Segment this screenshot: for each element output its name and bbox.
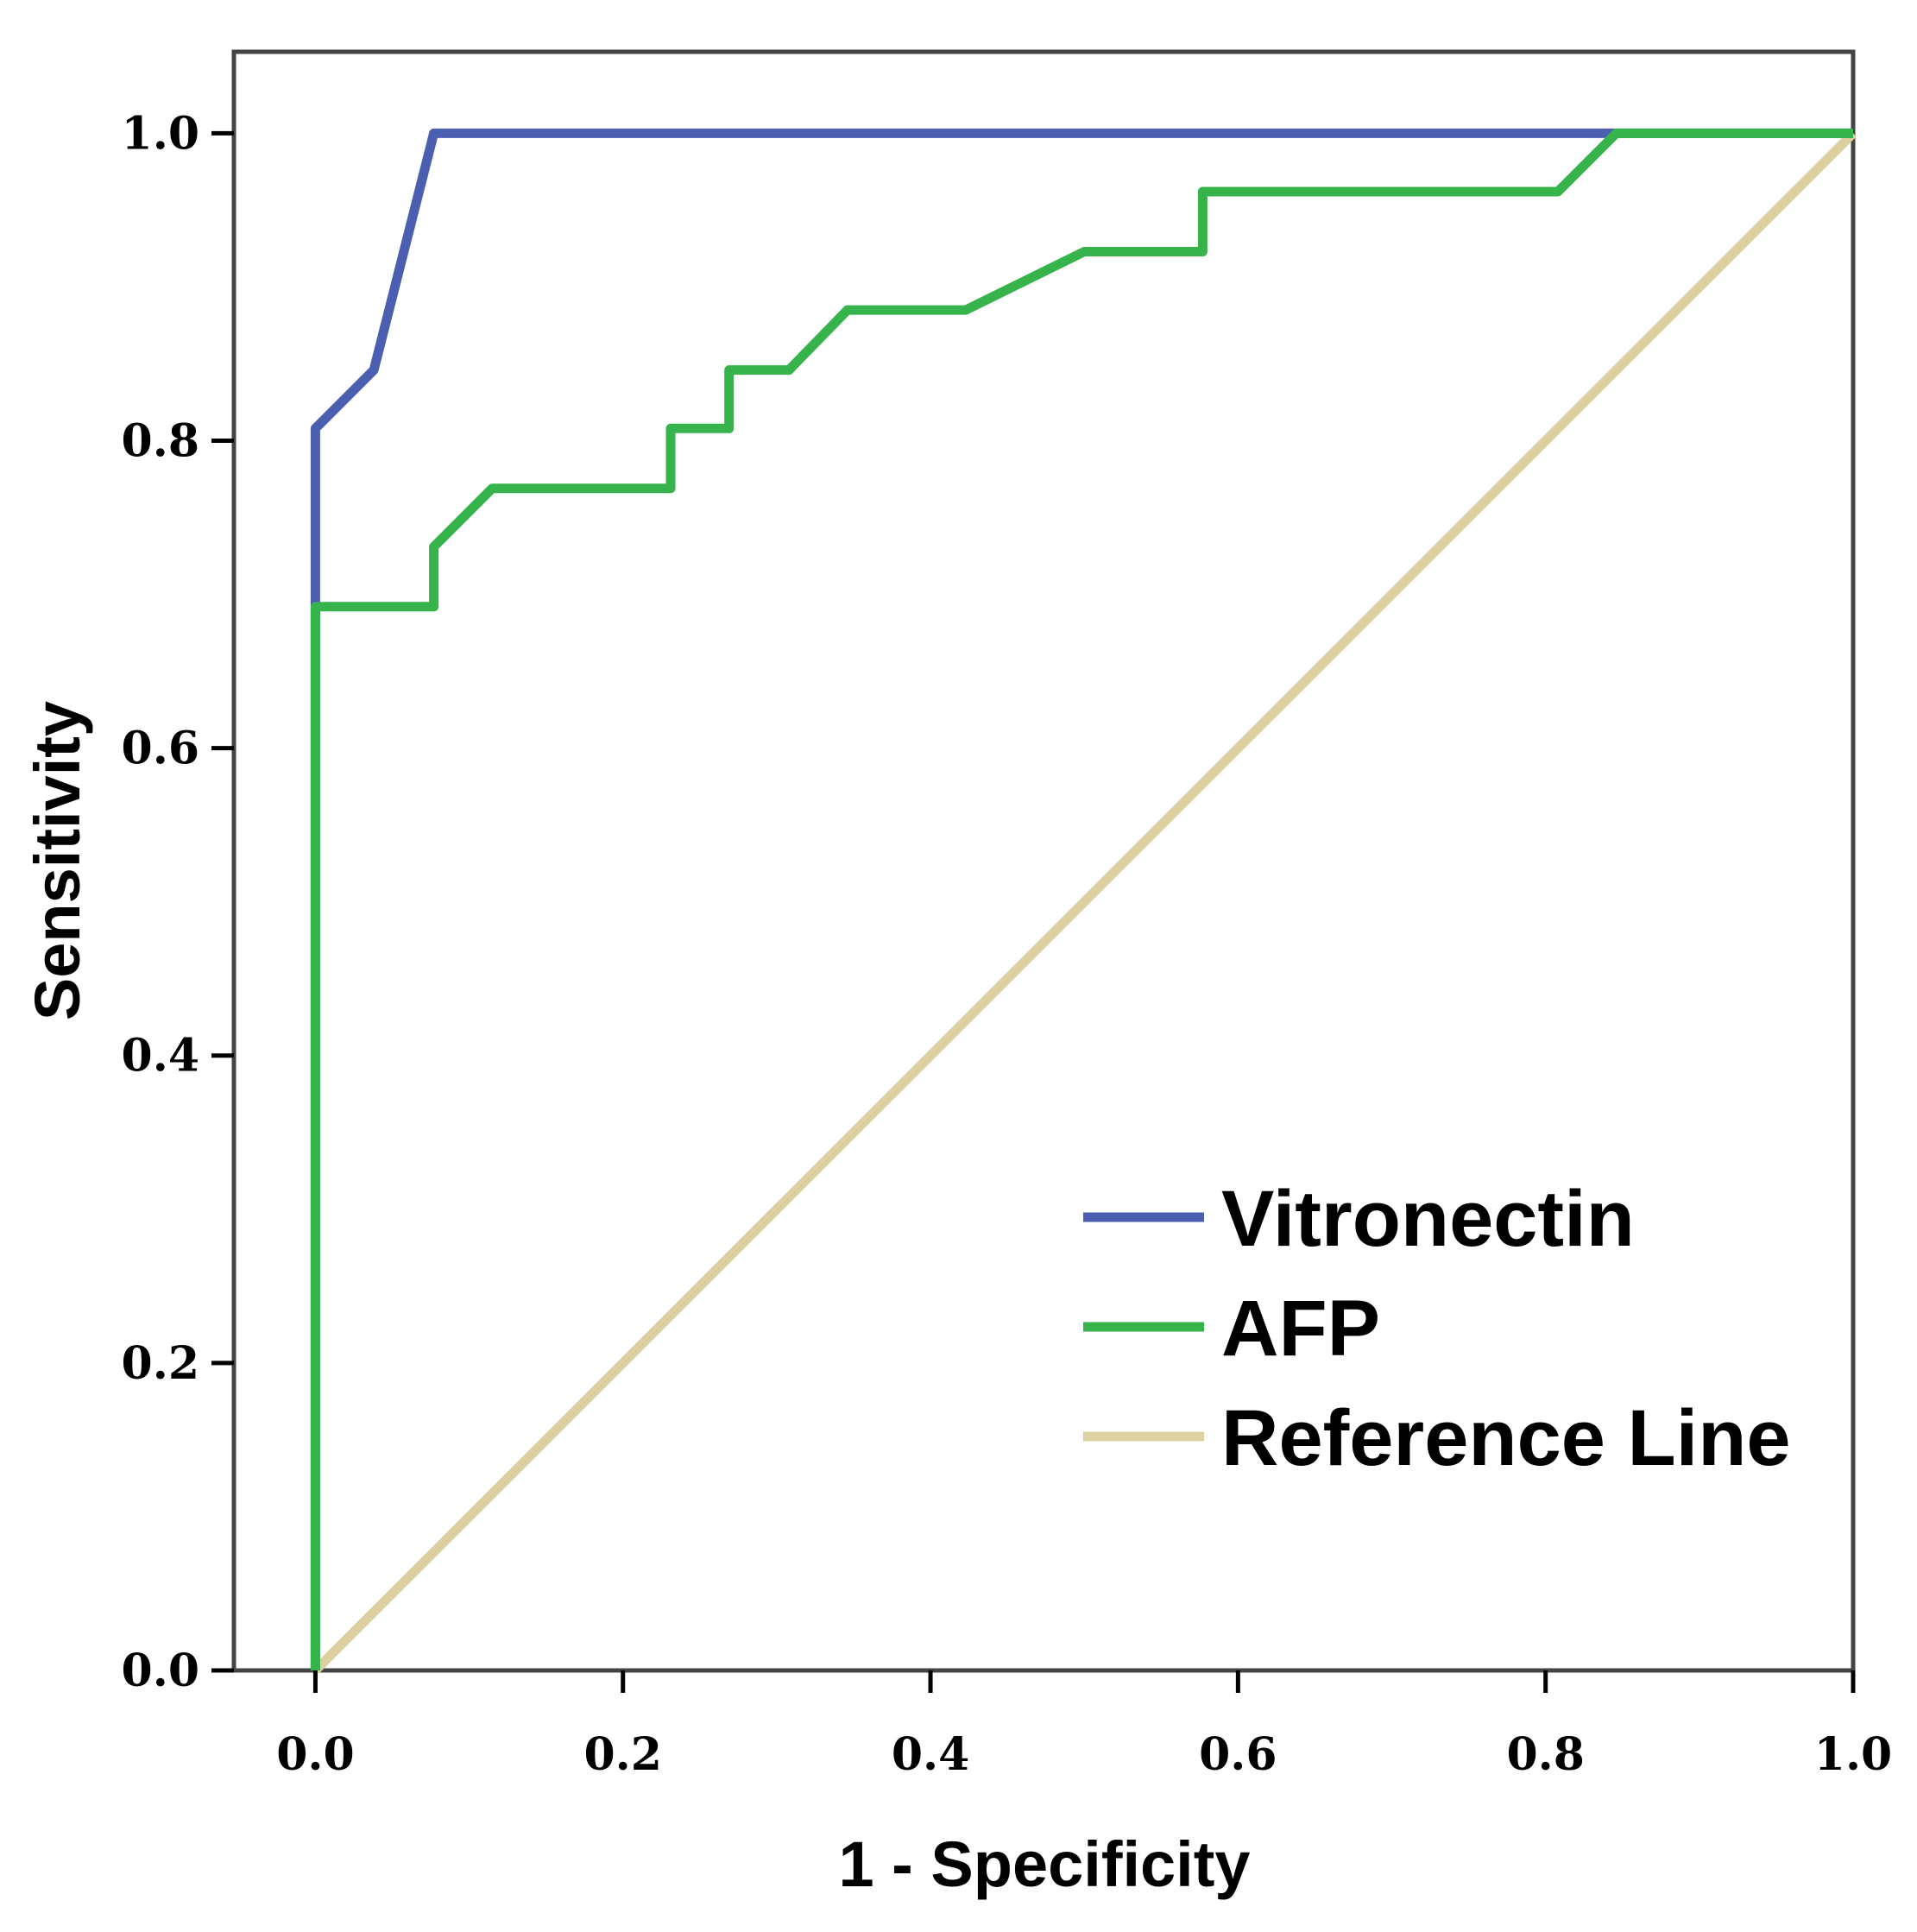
series-layer [310,128,1857,1674]
series-line-afp [310,128,1853,1670]
series-line-reference-line [312,129,1857,1674]
x-axis: 0.0 0.2 0.4 0.6 0.8 1.0 [276,1670,1892,1781]
y-tick-label: 0.4 [122,1030,199,1083]
y-tick-label: 0.8 [122,414,199,467]
y-tick-label: 0.2 [122,1337,199,1390]
legend-label-vitronectin: Vitronectin [1221,1175,1635,1263]
legend-label-afp: AFP [1221,1285,1380,1373]
legend-label-reference-line: Reference Line [1221,1394,1791,1482]
x-tick-label: 0.8 [1506,1728,1584,1781]
y-axis: 0.0 0.2 0.4 0.6 0.8 1.0 [122,107,234,1697]
y-tick-label: 1.0 [122,107,199,160]
x-tick-label: 0.4 [892,1728,969,1781]
y-axis-title: Sensitivity [22,701,93,1020]
y-tick-label: 0.6 [122,723,199,775]
plot-frame [231,49,1856,1673]
x-tick-label: 0.2 [584,1728,662,1781]
x-axis-title: 1 - Specificity [838,1828,1250,1900]
legend: Vitronectin AFP Reference Line [1083,1175,1791,1482]
x-tick-label: 0.6 [1199,1728,1277,1781]
x-tick-label: 0.0 [276,1728,354,1781]
y-tick-label: 0.0 [122,1645,199,1697]
x-tick-label: 1.0 [1814,1728,1892,1781]
